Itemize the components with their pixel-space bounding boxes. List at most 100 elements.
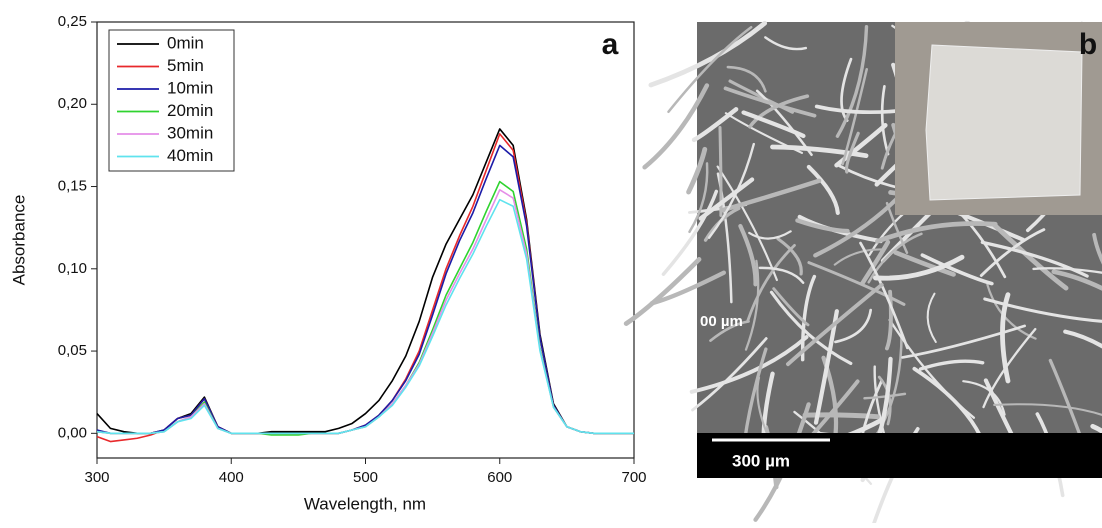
fiber bbox=[741, 110, 806, 139]
fiber bbox=[840, 57, 853, 122]
fiber bbox=[920, 253, 994, 286]
series-line bbox=[96, 189, 634, 435]
fiber bbox=[719, 178, 822, 213]
fiber bbox=[691, 337, 768, 412]
fiber bbox=[926, 292, 937, 344]
series-line bbox=[96, 144, 634, 435]
fiber bbox=[980, 240, 1089, 278]
fiber bbox=[893, 250, 956, 277]
x-tick-label: 500 bbox=[353, 469, 378, 486]
fiber bbox=[786, 282, 884, 367]
fiber bbox=[1092, 232, 1102, 265]
fiber bbox=[806, 164, 840, 215]
fiber bbox=[918, 359, 985, 371]
fiber bbox=[686, 146, 708, 195]
partial-scale-label: 00 µm bbox=[700, 313, 743, 330]
fiber bbox=[648, 20, 768, 88]
fiber bbox=[723, 86, 817, 118]
fiber bbox=[769, 290, 853, 366]
fiber bbox=[776, 237, 803, 276]
series-line bbox=[96, 133, 634, 443]
y-tick-label: 0,20 bbox=[58, 95, 87, 112]
fiber bbox=[901, 324, 1026, 359]
fiber bbox=[1051, 269, 1102, 291]
fiber bbox=[834, 122, 888, 168]
fiber bbox=[873, 254, 965, 281]
x-tick-label: 300 bbox=[84, 469, 109, 486]
x-tick-label: 600 bbox=[487, 469, 512, 486]
panel-label: b bbox=[1079, 28, 1097, 61]
fiber bbox=[649, 270, 726, 306]
fabric-sample bbox=[925, 44, 1083, 201]
fiber bbox=[991, 221, 1069, 291]
fiber bbox=[698, 177, 755, 221]
legend-label: 30min bbox=[167, 123, 213, 142]
fiber bbox=[667, 25, 753, 114]
fiber bbox=[834, 308, 873, 344]
legend-label: 5min bbox=[167, 56, 204, 75]
fiber bbox=[860, 239, 891, 286]
y-axis-title: Absorbance bbox=[9, 195, 28, 286]
fiber bbox=[738, 223, 758, 287]
fiber bbox=[642, 83, 710, 170]
fiber bbox=[875, 221, 998, 244]
fiber bbox=[1032, 267, 1102, 274]
fiber bbox=[795, 218, 850, 234]
fiber bbox=[691, 107, 739, 143]
y-tick-label: 0,05 bbox=[58, 342, 87, 359]
fiber bbox=[983, 297, 1102, 323]
fiber bbox=[833, 248, 883, 266]
fiber bbox=[772, 287, 810, 327]
fiber bbox=[661, 189, 719, 276]
fiber bbox=[867, 232, 923, 284]
series-line bbox=[96, 128, 634, 435]
legend-label: 20min bbox=[167, 101, 213, 120]
x-axis-title: Wavelength, nm bbox=[304, 494, 426, 513]
legend-label: 10min bbox=[167, 78, 213, 97]
series-line bbox=[96, 180, 634, 436]
fiber bbox=[912, 366, 982, 438]
fiber bbox=[689, 335, 809, 394]
fiber bbox=[726, 65, 767, 93]
fiber bbox=[880, 85, 890, 156]
fiber bbox=[709, 320, 750, 342]
y-tick-label: 0,15 bbox=[58, 177, 87, 194]
fiber bbox=[877, 375, 892, 426]
sem-panel: b 00 µm 300 µm bbox=[623, 20, 1102, 528]
fiber bbox=[744, 259, 760, 351]
fiber bbox=[746, 244, 796, 323]
fiber bbox=[835, 25, 869, 138]
y-tick-label: 0,25 bbox=[58, 13, 87, 30]
fiber bbox=[688, 162, 709, 234]
fiber bbox=[758, 266, 805, 284]
fiber bbox=[748, 230, 792, 240]
fiber bbox=[1000, 292, 1011, 384]
scale-bar-label: 300 µm bbox=[732, 451, 790, 470]
legend-label: 0min bbox=[167, 33, 204, 52]
fiber bbox=[859, 241, 909, 350]
fiber bbox=[979, 228, 1046, 277]
fiber bbox=[841, 67, 869, 166]
panel-label: a bbox=[602, 28, 619, 61]
fiber bbox=[863, 392, 907, 400]
x-tick-label: 700 bbox=[621, 469, 646, 486]
fiber bbox=[743, 347, 768, 442]
fiber bbox=[993, 403, 1102, 416]
fiber bbox=[748, 94, 810, 129]
fiber bbox=[885, 289, 893, 351]
y-tick-label: 0,10 bbox=[58, 260, 87, 277]
series-line bbox=[96, 198, 634, 435]
fiber bbox=[962, 380, 1006, 416]
fiber bbox=[844, 131, 860, 174]
fiber bbox=[755, 89, 813, 157]
fiber bbox=[802, 412, 880, 420]
x-tick-label: 400 bbox=[219, 469, 244, 486]
fiber bbox=[764, 36, 808, 51]
fiber bbox=[724, 112, 804, 154]
legend-box bbox=[108, 29, 235, 172]
fiber bbox=[982, 327, 1037, 409]
y-tick-label: 0,00 bbox=[58, 424, 87, 441]
fiber bbox=[1090, 423, 1102, 434]
